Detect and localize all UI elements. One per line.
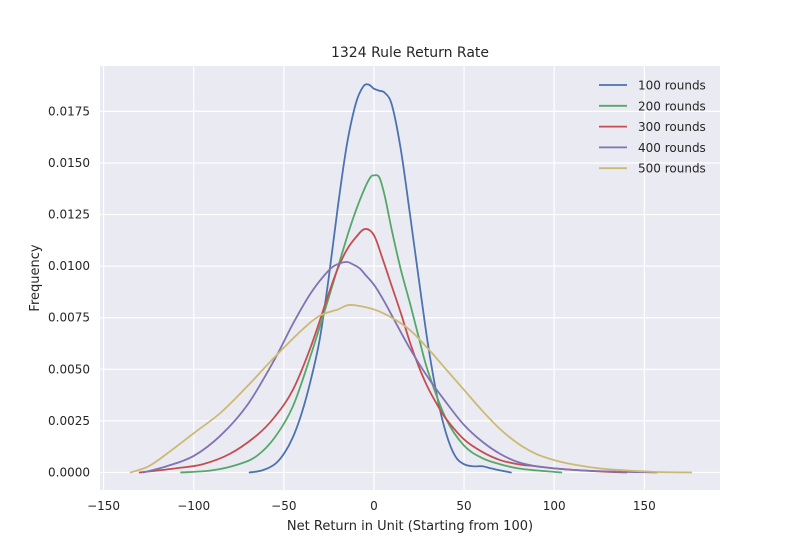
y-tick-label: 0.0125 bbox=[48, 208, 90, 222]
x-tick-label: 150 bbox=[633, 499, 656, 513]
x-tick-label: 50 bbox=[456, 499, 471, 513]
plot-area bbox=[100, 66, 720, 490]
legend-label: 200 rounds bbox=[638, 99, 706, 113]
series-line-2 bbox=[180, 174, 563, 474]
chart-title: 1324 Rule Return Rate bbox=[331, 45, 489, 61]
legend: 100 rounds 200 rounds 300 rounds 400 rounds… bbox=[599, 79, 706, 176]
x-tick-label: −50 bbox=[271, 499, 296, 513]
y-tick-label: 0.0150 bbox=[48, 156, 90, 170]
y-tick-label: 0.0000 bbox=[48, 465, 90, 479]
legend-label: 400 rounds bbox=[638, 141, 706, 155]
legend-label: 500 rounds bbox=[638, 162, 706, 176]
y-tick-label: 0.0025 bbox=[48, 414, 90, 428]
series-line-3 bbox=[138, 228, 628, 474]
series-line-4 bbox=[142, 261, 658, 474]
x-tick-label: 100 bbox=[543, 499, 566, 513]
x-axis-title: Net Return in Unit (Starting from 100) bbox=[287, 519, 533, 534]
x-tick-label: −100 bbox=[177, 499, 210, 513]
x-tick-label: −150 bbox=[87, 499, 120, 513]
y-tick-label: 0.0175 bbox=[48, 104, 90, 118]
y-tick-labels: 0.0000 0.0025 0.0050 0.0075 0.0100 0.0125 0.01… bbox=[48, 104, 90, 479]
x-tick-labels: −150 −100 −50 0 50 100 150 bbox=[87, 499, 656, 513]
series-line-1 bbox=[248, 83, 512, 474]
y-axis-title: Frequency bbox=[28, 244, 43, 311]
y-tick-label: 0.0100 bbox=[48, 259, 90, 273]
series-lines bbox=[129, 83, 693, 474]
y-tick-label: 0.0075 bbox=[48, 311, 90, 325]
legend-label: 300 rounds bbox=[638, 120, 706, 134]
x-tick-label: 0 bbox=[370, 499, 378, 513]
series-line-5 bbox=[129, 303, 693, 474]
y-tick-label: 0.0050 bbox=[48, 362, 90, 376]
legend-label: 100 rounds bbox=[638, 79, 706, 93]
